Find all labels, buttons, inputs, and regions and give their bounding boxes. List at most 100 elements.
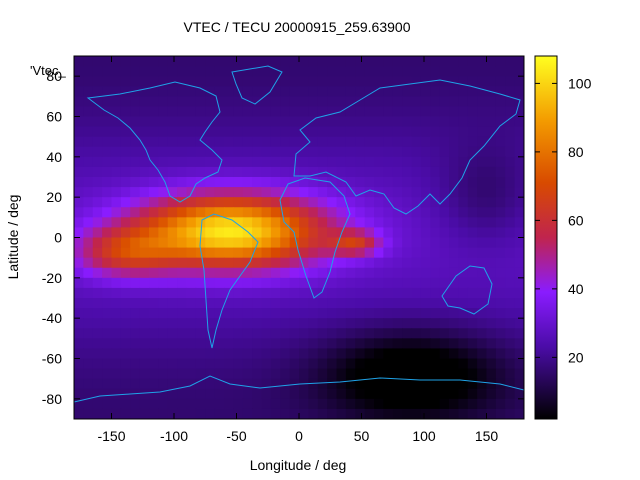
heatmap-cell [449,187,459,198]
heatmap-cell [477,298,488,309]
heatmap-cell [130,146,141,158]
heatmap-cell [120,136,131,148]
heatmap-cell [383,166,394,178]
heatmap-cell [83,126,94,138]
heatmap-cell [383,398,394,410]
heatmap-cell [289,338,300,350]
heatmap-cell [467,136,478,148]
heatmap-cell [486,106,497,118]
heatmap-cell [467,126,478,138]
heatmap-cell [270,96,281,108]
heatmap-cell [299,106,309,118]
heatmap-cell [374,227,384,239]
heatmap-cell [402,116,413,128]
heatmap-cell [383,287,394,299]
heatmap-cell [120,106,131,118]
heatmap-cell [102,56,113,67]
heatmap-cell [439,388,450,400]
heatmap-cell [83,358,94,370]
heatmap-cell [374,308,384,319]
heatmap-cell [392,106,403,118]
heatmap-cell [74,388,84,400]
heatmap-cell [308,146,319,158]
heatmap-cell [495,116,506,128]
heatmap-cell [458,388,469,400]
heatmap-cell [74,338,84,350]
heatmap-cell [486,267,497,279]
heatmap-cell [420,187,431,198]
heatmap-cell [214,146,225,158]
heatmap-cell [439,126,450,138]
heatmap-cell [186,156,197,168]
heatmap-cell [317,187,328,198]
heatmap-cell [195,136,206,148]
heatmap-cell [402,96,413,108]
heatmap-cell [177,197,188,208]
heatmap-cell [120,76,131,87]
heatmap-cell [439,156,450,168]
heatmap-cell [74,56,84,67]
heatmap-cell [317,66,328,77]
heatmap-cell [374,287,384,299]
heatmap-cell [92,86,103,97]
heatmap-cell [383,318,394,329]
heatmap-cell [149,348,159,360]
heatmap-cell [486,177,497,188]
heatmap-cell [449,298,459,309]
heatmap-cell [420,66,431,77]
heatmap-cell [392,277,403,289]
heatmap-cell [195,388,206,400]
heatmap-cell [505,227,516,239]
heatmap-cell [411,76,422,87]
heatmap-cell [449,318,459,329]
heatmap-cell [477,66,488,77]
heatmap-cell [130,197,141,208]
heatmap-cell [167,267,178,279]
heatmap-cell [177,116,188,128]
heatmap-cell [308,257,319,269]
heatmap-cell [289,398,300,410]
heatmap-cell [205,76,216,87]
heatmap-cell [392,146,403,158]
heatmap-cell [167,257,178,269]
heatmap-cell [186,388,197,400]
heatmap-cell [420,56,431,67]
heatmap-cell [261,106,272,118]
heatmap-cell [345,408,356,419]
heatmap-cell [486,227,497,239]
heatmap-cell [383,197,394,208]
heatmap-cell [299,318,309,329]
heatmap-cell [430,348,441,360]
heatmap-cell [177,187,188,198]
heatmap-cell [374,247,384,259]
heatmap-cell [280,166,291,178]
heatmap-cell [439,298,450,309]
heatmap-cell [449,207,459,218]
heatmap-cell [205,197,216,208]
heatmap-cell [345,166,356,178]
heatmap-cell [374,338,384,350]
heatmap-cell [467,388,478,400]
heatmap-cell [299,368,309,380]
heatmap-cell [224,76,234,87]
heatmap-cell [458,217,469,229]
heatmap-cell [224,66,234,77]
heatmap-cell [130,287,141,299]
heatmap-cell [74,368,84,380]
heatmap-cell [120,96,131,108]
heatmap-cell [149,388,159,400]
heatmap-cell [355,56,366,67]
heatmap-cell [158,116,169,128]
heatmap-cell [327,217,338,229]
heatmap-cell [336,66,347,77]
heatmap-cell [458,116,469,128]
heatmap-cell [299,156,309,168]
heatmap-cell [392,177,403,188]
heatmap-cell [430,217,441,229]
heatmap-cell [205,298,216,309]
heatmap-cell [467,197,478,208]
heatmap-cell [411,227,422,239]
heatmap-cell [139,237,150,249]
heatmap-cell [364,126,375,138]
heatmap-cell [364,106,375,118]
